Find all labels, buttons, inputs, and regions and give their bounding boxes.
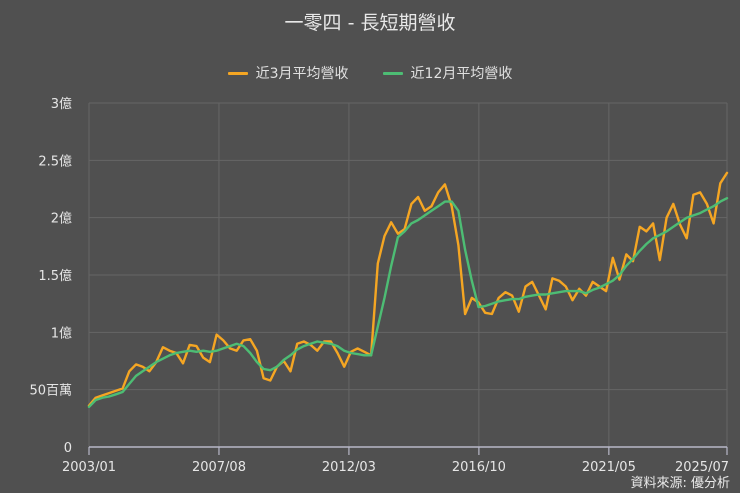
y-axis-labels: 0 50百萬 1億 1.5億 2億 2.5億 3億 — [29, 96, 72, 456]
legend-swatch-3m-icon — [227, 71, 248, 75]
x-tick-label: 2012/03 — [322, 460, 376, 475]
data-source-note: 資料來源: 優分析 — [630, 476, 730, 491]
y-tick-label: 3億 — [51, 96, 72, 112]
y-tick-label: 1億 — [51, 325, 72, 341]
y-tick-label: 0 — [64, 441, 72, 456]
series-line — [87, 171, 729, 407]
chart-title: 一零四 - 長短期營收 — [284, 12, 456, 34]
x-axis: 2003/01 2007/08 2012/03 2016/10 2021/05 2025/… — [62, 446, 729, 475]
legend-item-12m[interactable]: 近12月平均營收 — [382, 63, 513, 83]
y-tick-label: 2.5億 — [38, 153, 72, 169]
legend-label-3m: 近3月平均營收 — [255, 66, 349, 82]
y-tick-label: 50百萬 — [29, 384, 72, 399]
x-tick-label: 2021/05 — [582, 460, 636, 475]
series-line — [87, 196, 729, 409]
x-tick-label: 2003/01 — [62, 460, 116, 475]
y-tick-label: 2億 — [51, 211, 72, 227]
legend-label-12m: 近12月平均營收 — [410, 66, 513, 82]
series-lines — [87, 171, 729, 409]
x-tick-label: 2007/08 — [192, 460, 246, 475]
x-tick-label: 2016/10 — [452, 460, 506, 475]
legend-item-3m[interactable]: 近3月平均營收 — [227, 63, 349, 83]
legend-swatch-12m-icon — [382, 71, 403, 75]
chart-legend: 近3月平均營收 近12月平均營收 — [0, 63, 740, 83]
x-tick-label: 2025/07 — [675, 460, 729, 475]
y-tick-label: 1.5億 — [38, 268, 72, 284]
grid-lines — [88, 102, 728, 447]
